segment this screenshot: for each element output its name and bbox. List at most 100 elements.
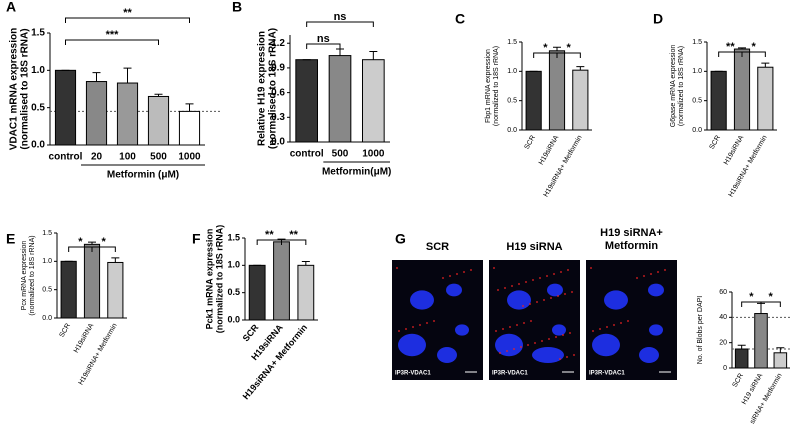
x-tick-label: control <box>49 152 83 163</box>
y-tick-label: 0.5 <box>42 287 52 294</box>
nucleus <box>639 347 659 363</box>
significance-bracket <box>65 39 159 45</box>
error-bar <box>123 67 132 84</box>
signal-dot <box>606 326 608 328</box>
y-tick-label: 1.5 <box>31 28 45 39</box>
signal-dot <box>506 350 508 352</box>
signal-dot <box>470 269 472 271</box>
signal-dot <box>573 354 575 356</box>
significance-label: ** <box>726 41 735 53</box>
bar <box>60 260 77 319</box>
signal-dot <box>536 301 538 303</box>
significance-label: * <box>567 42 572 54</box>
bar <box>734 348 749 369</box>
bar <box>710 70 727 131</box>
nucleus <box>455 324 469 336</box>
x-tick-label: 20 <box>91 152 103 163</box>
error-bar <box>576 66 585 71</box>
signal-dot <box>541 340 543 342</box>
y-tick-label: 0.5 <box>692 98 702 105</box>
signal-dot <box>525 281 527 283</box>
error-bar <box>301 261 310 266</box>
signal-dot <box>592 330 594 332</box>
y-axis-label: (normalized to 18S rRNA) <box>493 46 500 126</box>
y-tick-label: 0.9 <box>271 63 285 74</box>
signal-dot <box>560 271 562 273</box>
signal-dot <box>599 328 601 330</box>
significance-bracket <box>306 21 374 27</box>
signal-dot <box>463 271 465 273</box>
signal-dot <box>449 275 451 277</box>
nucleus <box>410 290 434 310</box>
x-tick-label: 1000 <box>362 149 385 160</box>
significance-label: ns <box>317 33 330 45</box>
error-bar <box>336 48 344 56</box>
x-tick-label: SCR <box>59 322 72 338</box>
signal-dot <box>569 332 571 334</box>
y-tick-label: 0.0 <box>227 314 240 324</box>
y-axis-label: Relative H19 expression <box>257 31 268 146</box>
x-tick-label: SCR <box>709 134 722 150</box>
signal-dot <box>636 277 638 279</box>
signal-dot <box>527 344 529 346</box>
signal-dot <box>493 267 495 269</box>
y-tick-label: 0.6 <box>271 87 285 98</box>
bar <box>773 352 788 369</box>
error-bar <box>761 62 770 68</box>
x-tick-label: SCR <box>732 372 745 388</box>
image-caption: IP3R-VDAC1 <box>589 371 625 377</box>
bar <box>525 70 542 131</box>
y-axis-label: (normalized to 18S rRNA) <box>214 225 224 334</box>
nucleus <box>437 347 457 363</box>
y-tick-label: 0.3 <box>271 112 285 123</box>
bar <box>116 82 139 146</box>
error-bar <box>553 46 561 51</box>
signal-dot <box>643 275 645 277</box>
signal-dot <box>433 320 435 322</box>
signal-dot <box>518 283 520 285</box>
signal-dot <box>559 358 561 360</box>
x-tick-label: 500 <box>150 152 167 163</box>
y-axis-label: (normalised to 18S rRNA) <box>268 28 279 149</box>
y-tick-label: 0.0 <box>31 140 45 151</box>
significance-label: ** <box>289 229 298 241</box>
error-bar <box>154 93 163 97</box>
x-tick-label: H19siRNA <box>73 322 96 354</box>
x-tick-label: SCR <box>524 134 537 150</box>
significance-bracket <box>306 43 341 49</box>
error-bar <box>185 103 194 112</box>
bar <box>295 59 319 143</box>
significance-label: * <box>102 236 107 248</box>
error-bar <box>737 344 746 349</box>
panel-label: A <box>6 0 16 15</box>
x-tick-label: 500 <box>332 149 349 160</box>
y-tick-label: 0.5 <box>31 102 45 113</box>
image-title: H19 siRNA <box>506 241 562 253</box>
signal-dot <box>442 277 444 279</box>
significance-bracket <box>65 17 190 23</box>
significance-bracket <box>91 246 116 252</box>
signal-dot <box>495 330 497 332</box>
y-tick-label: 1.5 <box>507 39 517 46</box>
signal-dot <box>497 289 499 291</box>
x-tick-label: control <box>290 149 324 160</box>
y-axis-label: (normalized to 18S rRNA) <box>678 46 685 126</box>
bar <box>54 69 77 146</box>
nucleus <box>649 324 663 336</box>
image-title: H19 siRNA+ Metformin <box>600 227 663 252</box>
signal-dot <box>555 336 557 338</box>
signal-dot <box>567 269 569 271</box>
x-axis-label: Metformin(μM) <box>322 167 391 178</box>
micrograph <box>392 260 483 380</box>
x-tick-label: H19siRNA <box>538 134 561 166</box>
bar <box>83 243 101 319</box>
bar <box>754 313 768 369</box>
y-tick-label: 40 <box>719 314 727 321</box>
signal-dot <box>499 352 501 354</box>
bar <box>178 110 201 146</box>
signal-dot <box>657 271 659 273</box>
signal-dot <box>502 328 504 330</box>
micrograph <box>489 260 580 380</box>
nucleus <box>547 283 563 297</box>
